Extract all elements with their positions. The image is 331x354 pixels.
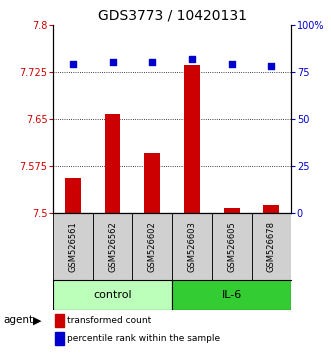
Bar xyxy=(144,153,160,213)
Text: GSM526605: GSM526605 xyxy=(227,221,236,272)
Bar xyxy=(105,114,120,213)
Point xyxy=(110,59,115,65)
Text: percentile rank within the sample: percentile rank within the sample xyxy=(67,334,220,343)
Text: GSM526603: GSM526603 xyxy=(187,221,197,272)
Bar xyxy=(65,178,81,213)
Title: GDS3773 / 10420131: GDS3773 / 10420131 xyxy=(98,8,247,22)
Text: GSM526602: GSM526602 xyxy=(148,221,157,272)
Bar xyxy=(224,208,240,213)
Bar xyxy=(93,213,132,280)
Text: transformed count: transformed count xyxy=(67,316,152,325)
Text: IL-6: IL-6 xyxy=(221,290,242,300)
Bar xyxy=(55,332,64,345)
Text: agent: agent xyxy=(3,315,33,325)
Bar xyxy=(172,280,291,310)
Text: GSM526561: GSM526561 xyxy=(68,221,77,272)
Bar xyxy=(172,213,212,280)
Bar xyxy=(212,213,252,280)
Text: GSM526562: GSM526562 xyxy=(108,221,117,272)
Point xyxy=(70,61,75,67)
Bar xyxy=(132,213,172,280)
Point xyxy=(189,56,195,62)
Point xyxy=(150,59,155,65)
Bar xyxy=(263,205,279,213)
Bar xyxy=(53,213,93,280)
Text: GSM526678: GSM526678 xyxy=(267,221,276,272)
Bar xyxy=(252,213,291,280)
Bar xyxy=(55,314,64,327)
Bar xyxy=(53,280,172,310)
Text: ▶: ▶ xyxy=(33,315,42,325)
Point xyxy=(229,61,234,67)
Text: control: control xyxy=(93,290,132,300)
Point xyxy=(269,63,274,69)
Bar xyxy=(184,65,200,213)
